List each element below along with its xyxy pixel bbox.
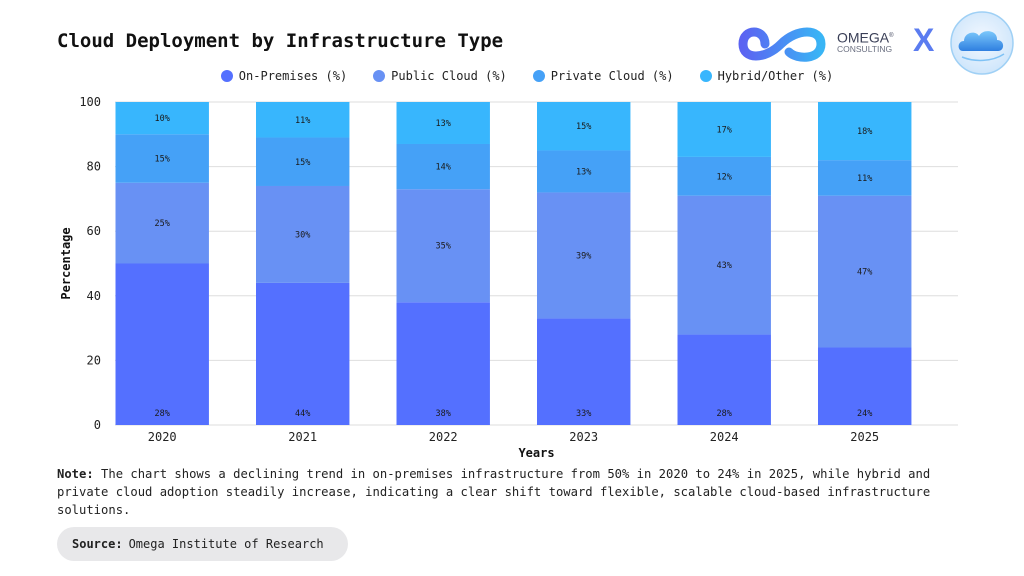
data-label: 13% — [436, 119, 451, 129]
legend-label: Private Cloud (%) — [550, 69, 674, 83]
y-tick-label: 60 — [87, 224, 101, 238]
data-label: 25% — [155, 219, 170, 229]
bar-segment — [256, 185, 350, 283]
data-label: 18% — [857, 127, 872, 137]
bar-segment — [818, 160, 912, 196]
y-axis-title: Percentage — [59, 227, 73, 299]
x-tick-label: 2023 — [569, 430, 598, 444]
data-label: 10% — [155, 114, 170, 124]
bar-segment — [256, 102, 350, 138]
legend-swatch — [373, 70, 386, 82]
cloud-logo-icon — [950, 11, 1014, 75]
bar-segment — [115, 182, 209, 264]
x-tick-label: 2024 — [710, 430, 739, 444]
data-label: 30% — [295, 230, 310, 240]
bar-segment — [396, 102, 490, 144]
legend-label: On-Premises (%) — [238, 69, 348, 83]
legend-swatch — [532, 70, 545, 82]
data-label: 33% — [576, 409, 591, 419]
data-label: 35% — [436, 242, 451, 252]
bar-segment — [396, 189, 490, 303]
data-label: 44% — [295, 409, 310, 419]
bar-segment — [115, 134, 209, 183]
x-tick-label: 2020 — [148, 430, 177, 444]
brand-subtitle: CONSULTING — [837, 44, 893, 54]
data-label: 14% — [436, 163, 451, 173]
legend-item-hybrid-other: Hybrid/Other (%) — [699, 69, 834, 83]
chart-title: Cloud Deployment by Infrastructure Type — [57, 30, 504, 52]
data-label: 43% — [717, 261, 732, 271]
bar-segment — [677, 102, 771, 157]
bar-segment — [818, 102, 912, 161]
bar-segment — [677, 334, 771, 425]
data-label: 17% — [717, 125, 732, 135]
source-label: Source: — [72, 537, 123, 551]
bar-segment — [115, 102, 209, 135]
note-text: The chart shows a declining trend in on-… — [57, 467, 931, 517]
brand-separator: X — [913, 22, 935, 58]
legend-label: Public Cloud (%) — [391, 69, 507, 83]
legend-item-on-premises: On-Premises (%) — [220, 69, 348, 83]
data-label: 38% — [436, 409, 451, 419]
chart-legend: On-Premises (%) Public Cloud (%) Private… — [0, 69, 1024, 83]
legend-swatch — [699, 70, 712, 82]
data-label: 11% — [857, 174, 872, 184]
data-label: 28% — [155, 409, 170, 419]
bar-segment — [256, 282, 350, 425]
data-label: 12% — [717, 172, 732, 182]
data-label: 15% — [576, 122, 591, 132]
bar-segment — [396, 143, 490, 190]
omega-infinity-logo-icon — [738, 27, 826, 62]
brand-name: OMEGA® — [837, 29, 894, 46]
legend-item-public-cloud: Public Cloud (%) — [373, 69, 507, 83]
bar-segment — [115, 263, 209, 425]
data-label: 47% — [857, 268, 872, 278]
bar-segment — [256, 137, 350, 186]
bar-segment — [537, 102, 631, 151]
x-tick-label: 2021 — [288, 430, 317, 444]
y-tick-label: 20 — [87, 353, 101, 367]
data-label: 11% — [295, 116, 310, 126]
data-label: 13% — [576, 167, 591, 177]
bar-segment — [396, 302, 490, 425]
y-tick-label: 80 — [87, 160, 101, 174]
legend-item-private-cloud: Private Cloud (%) — [532, 69, 674, 83]
bar-segment — [818, 347, 912, 425]
stacked-bar-chart: 0 20 40 60 80 100 28% 25% 15% 10% 2020 44% 30% 15% 11%… — [59, 95, 958, 460]
y-tick-label: 0 — [94, 418, 101, 432]
data-label: 15% — [155, 155, 170, 165]
bar-segment — [537, 150, 631, 193]
data-label: 15% — [295, 158, 310, 168]
y-tick-label: 100 — [79, 95, 101, 109]
bar-segment — [537, 318, 631, 425]
x-tick-label: 2022 — [429, 430, 458, 444]
x-axis-title: Years — [518, 446, 554, 460]
data-label: 24% — [857, 409, 872, 419]
bar-segment — [537, 192, 631, 319]
legend-swatch — [220, 70, 233, 82]
x-tick-label: 2025 — [850, 430, 879, 444]
source-text: Omega Institute of Research — [128, 537, 324, 551]
note-label: Note: — [57, 467, 94, 481]
source-badge: Source: Omega Institute of Research — [57, 527, 348, 561]
legend-label: Hybrid/Other (%) — [717, 69, 834, 83]
brand-logos: OMEGA® CONSULTING X — [735, 10, 1020, 76]
bar-segment — [818, 195, 912, 348]
chart-note: Note: The chart shows a declining trend … — [57, 465, 957, 519]
data-label: 28% — [717, 409, 732, 419]
bar-segment — [677, 195, 771, 335]
data-label: 39% — [576, 251, 591, 261]
y-tick-label: 40 — [87, 289, 101, 303]
bar-segment — [677, 156, 771, 196]
